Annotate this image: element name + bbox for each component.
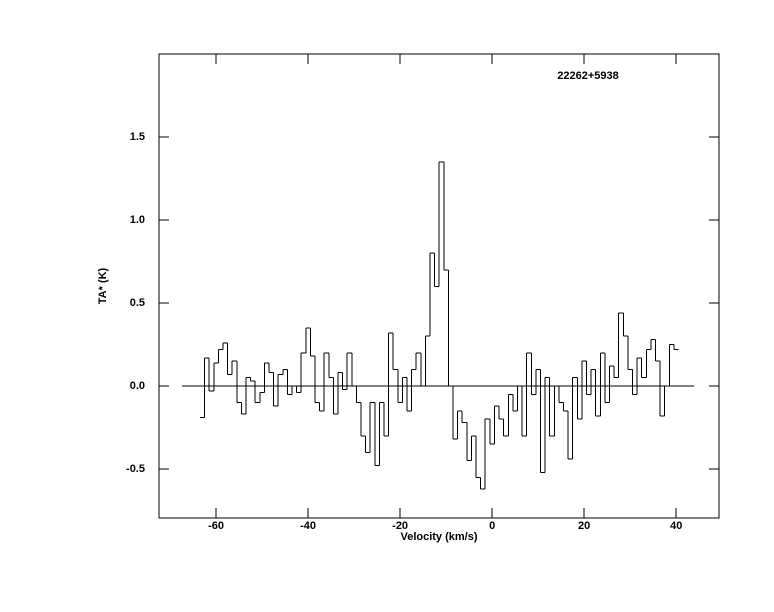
chart-title: 22262+5938 bbox=[557, 70, 618, 82]
x-tick-label: -60 bbox=[208, 520, 224, 532]
y-tick-label: 1.0 bbox=[130, 214, 145, 226]
y-tick-label: 1.5 bbox=[130, 131, 145, 143]
plot-frame bbox=[158, 53, 720, 519]
y-axis-label: TA* (K) bbox=[97, 267, 109, 304]
y-tick-label: -0.5 bbox=[126, 463, 145, 475]
x-tick-label: 40 bbox=[670, 520, 682, 532]
x-tick-label: 20 bbox=[578, 520, 590, 532]
x-tick-label: -40 bbox=[300, 520, 316, 532]
y-tick-label: 0.5 bbox=[130, 297, 145, 309]
y-tick-label: 0.0 bbox=[130, 380, 145, 392]
x-tick-label: 0 bbox=[489, 520, 495, 532]
x-axis-label: Velocity (km/s) bbox=[400, 531, 477, 543]
x-tick-label: -20 bbox=[392, 520, 408, 532]
